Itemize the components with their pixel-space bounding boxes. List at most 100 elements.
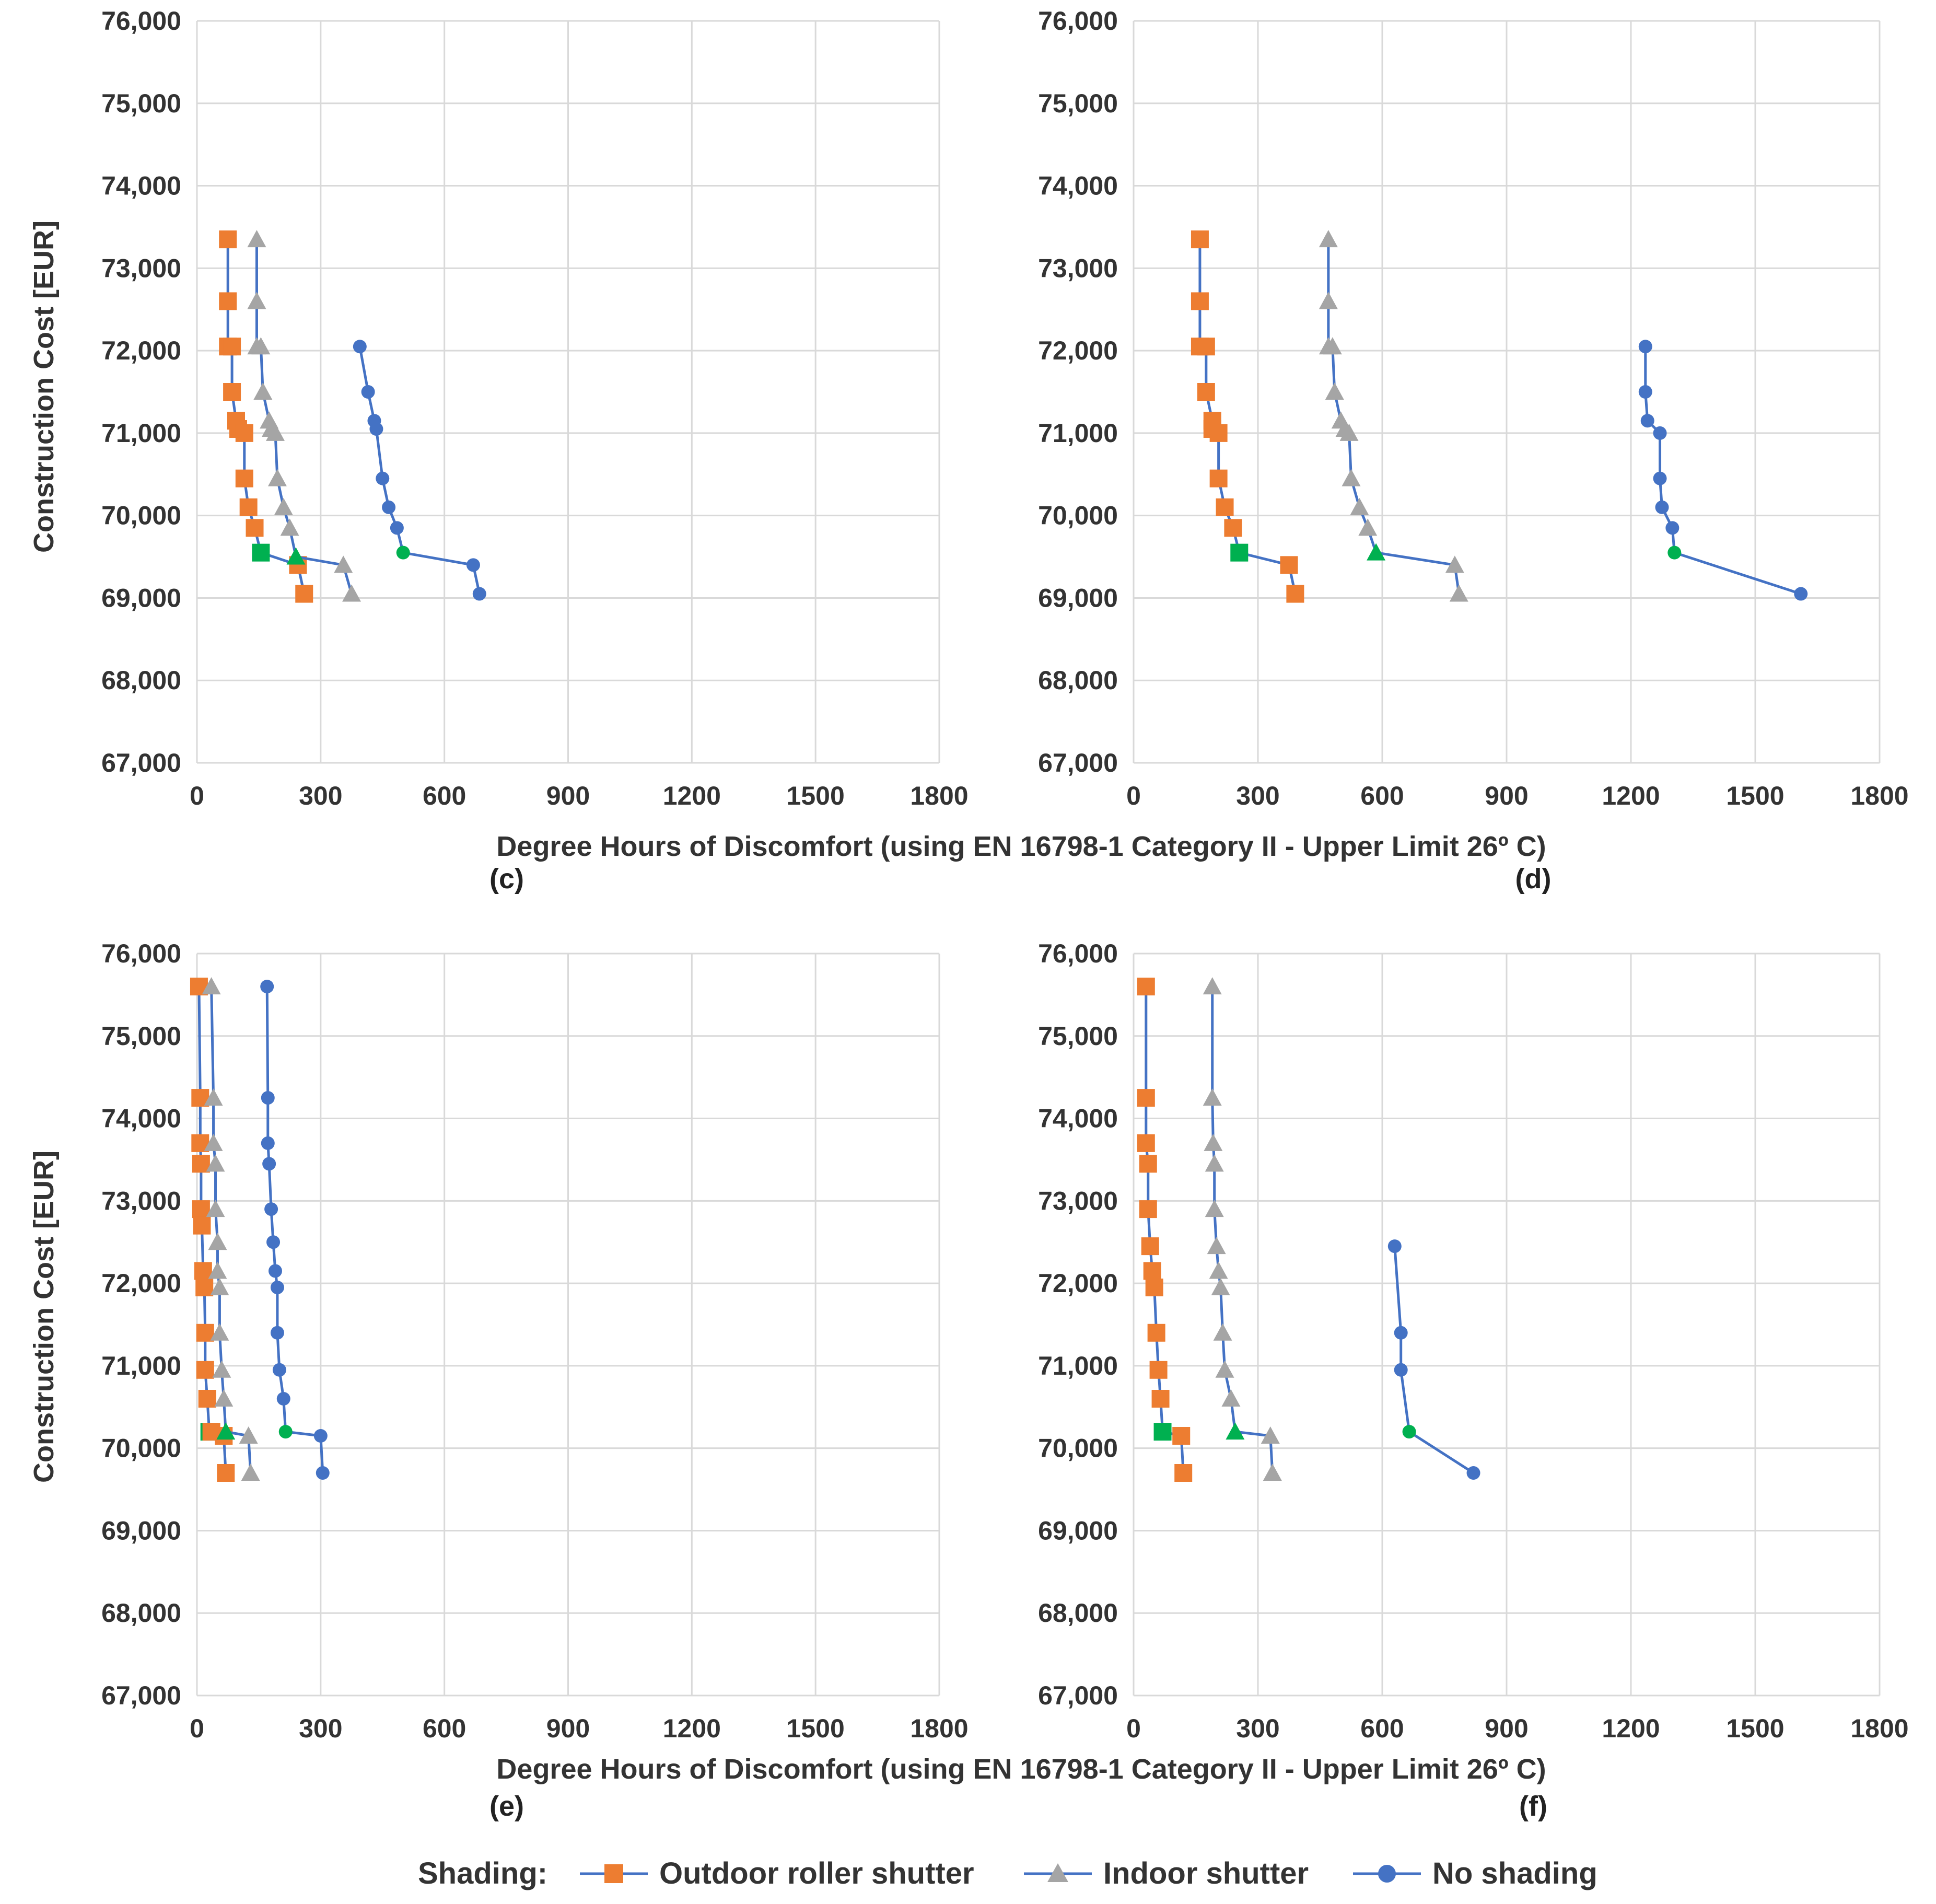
data-point-no-shading (266, 1235, 281, 1249)
data-point-indoor-shutter-optimum (286, 547, 306, 565)
data-point-no-shading (272, 1363, 286, 1377)
x-tick-label: 1800 (910, 781, 968, 810)
data-point-outdoor-roller-shutter (196, 1323, 214, 1342)
x-tick-label: 1200 (663, 1714, 721, 1743)
data-point-indoor-shutter (241, 1464, 260, 1481)
data-point-indoor-shutter (1203, 1088, 1222, 1106)
legend-square-marker (604, 1864, 623, 1883)
x-tick-label: 600 (423, 781, 466, 810)
x-tick-label: 600 (1360, 1714, 1404, 1743)
data-point-no-shading (1387, 1239, 1402, 1253)
data-point-outdoor-roller-shutter (217, 1464, 235, 1482)
legend-item-indoor-shutter: Indoor shutter (1024, 1856, 1309, 1890)
y-tick-label: 68,000 (1038, 666, 1118, 695)
data-point-indoor-shutter (1204, 1133, 1223, 1151)
data-point-outdoor-roller-shutter (1197, 338, 1215, 356)
data-point-no-shading (270, 1326, 284, 1340)
y-tick-label: 76,000 (1038, 939, 1118, 968)
data-point-no-shading (316, 1466, 330, 1480)
data-point-indoor-shutter (1449, 584, 1468, 602)
data-point-no-shading-optimum (278, 1425, 293, 1439)
y-tick-label: 73,000 (1038, 1186, 1118, 1215)
data-point-indoor-shutter-optimum (1367, 543, 1386, 561)
y-tick-label: 71,000 (101, 419, 181, 448)
legend-triangle-marker (1047, 1863, 1068, 1882)
data-point-outdoor-roller-shutter (1137, 1134, 1155, 1152)
data-point-outdoor-roller-shutter (1191, 230, 1209, 249)
data-point-indoor-shutter-optimum (216, 1422, 236, 1440)
data-point-indoor-shutter (208, 1261, 227, 1279)
data-point-indoor-shutter (247, 230, 266, 248)
data-point-outdoor-roller-shutter (1137, 1089, 1155, 1107)
data-point-indoor-shutter (265, 423, 285, 441)
data-point-outdoor-roller-shutter (1216, 498, 1234, 516)
data-point-indoor-shutter (202, 977, 221, 995)
series-line-no-shading (265, 986, 324, 1473)
y-tick-label: 69,000 (1038, 583, 1118, 612)
legend-label-indoor: Indoor shutter (1103, 1856, 1309, 1890)
y-tick-label: 74,000 (1038, 171, 1118, 201)
data-point-indoor-shutter (1261, 1426, 1280, 1444)
data-point-no-shading (1638, 340, 1652, 354)
data-point-no-shading (1466, 1466, 1480, 1480)
x-tick-label: 1800 (1850, 781, 1908, 810)
data-point-no-shading (260, 980, 274, 994)
data-point-outdoor-roller-shutter (219, 230, 237, 249)
data-point-indoor-shutter (1263, 1464, 1282, 1481)
y-tick-label: 73,000 (101, 1186, 181, 1215)
y-tick-label: 72,000 (101, 1269, 181, 1298)
y-tick-label: 72,000 (1038, 1269, 1118, 1298)
data-point-indoor-shutter (210, 1278, 229, 1295)
x-tick-label: 600 (1360, 781, 1404, 810)
y-tick-label: 71,000 (1038, 419, 1118, 448)
data-point-outdoor-roller-shutter (246, 519, 264, 537)
data-point-indoor-shutter (1319, 230, 1338, 248)
x-tick-label: 1200 (1602, 1714, 1660, 1743)
x-tick-label: 0 (190, 781, 204, 810)
data-point-indoor-shutter (247, 292, 266, 309)
data-point-no-shading (261, 1136, 275, 1150)
data-point-no-shading (361, 385, 375, 399)
data-point-indoor-shutter (280, 518, 299, 536)
data-point-outdoor-roller-shutter (1197, 383, 1215, 401)
data-point-indoor-shutter (1325, 382, 1344, 400)
y-tick-label: 69,000 (1038, 1516, 1118, 1545)
data-point-indoor-shutter-optimum (1226, 1422, 1245, 1440)
data-point-no-shading (390, 521, 404, 535)
y-tick-label: 67,000 (1038, 748, 1118, 777)
data-point-indoor-shutter (1215, 1360, 1234, 1378)
data-point-outdoor-roller-shutter (1149, 1361, 1168, 1379)
data-point-indoor-shutter (1211, 1278, 1230, 1295)
x-tick-label: 900 (546, 781, 590, 810)
data-point-outdoor-roller-shutter (1224, 519, 1242, 537)
data-point-indoor-shutter (208, 1233, 227, 1250)
legend-circle-marker (1378, 1865, 1396, 1883)
data-point-outdoor-roller-shutter (1139, 1155, 1157, 1173)
y-tick-label: 68,000 (1038, 1598, 1118, 1628)
data-point-no-shading-optimum (1667, 545, 1682, 560)
data-point-outdoor-roller-shutter (1286, 585, 1304, 603)
x-tick-label: 900 (546, 1714, 590, 1743)
chart-panel-e: 0 300 600 900 1200 1500 1800 76,000 75,000 74,000… (101, 939, 969, 1743)
chart-panel-d: 0 300 600 900 1200 1500 1800 76,000 75,000 74,000… (1038, 6, 1909, 810)
data-point-outdoor-roller-shutter-optimum (252, 543, 270, 562)
panel-label-d: (d) (1515, 863, 1552, 895)
y-axis-title-bottom: Construction Cost [EUR] (28, 1151, 60, 1483)
data-point-outdoor-roller-shutter (1151, 1390, 1170, 1408)
data-point-outdoor-roller-shutter (192, 1155, 210, 1173)
series-line-indoor-shutter (210, 986, 252, 1473)
x-tick-label: 900 (1485, 781, 1528, 810)
y-tick-label: 74,000 (101, 171, 181, 201)
data-point-indoor-shutter (260, 411, 279, 429)
data-point-no-shading (1655, 500, 1669, 514)
data-point-no-shading (1653, 426, 1667, 440)
data-point-indoor-shutter (1203, 977, 1222, 995)
data-point-no-shading (1394, 1326, 1408, 1340)
y-tick-label: 68,000 (101, 1598, 181, 1628)
data-point-outdoor-roller-shutter (239, 498, 258, 516)
legend-label-noshade: No shading (1432, 1856, 1597, 1890)
data-point-outdoor-roller-shutter (1141, 1237, 1159, 1256)
data-point-outdoor-roller-shutter-optimum (1153, 1423, 1172, 1441)
data-point-outdoor-roller-shutter (1191, 292, 1209, 310)
